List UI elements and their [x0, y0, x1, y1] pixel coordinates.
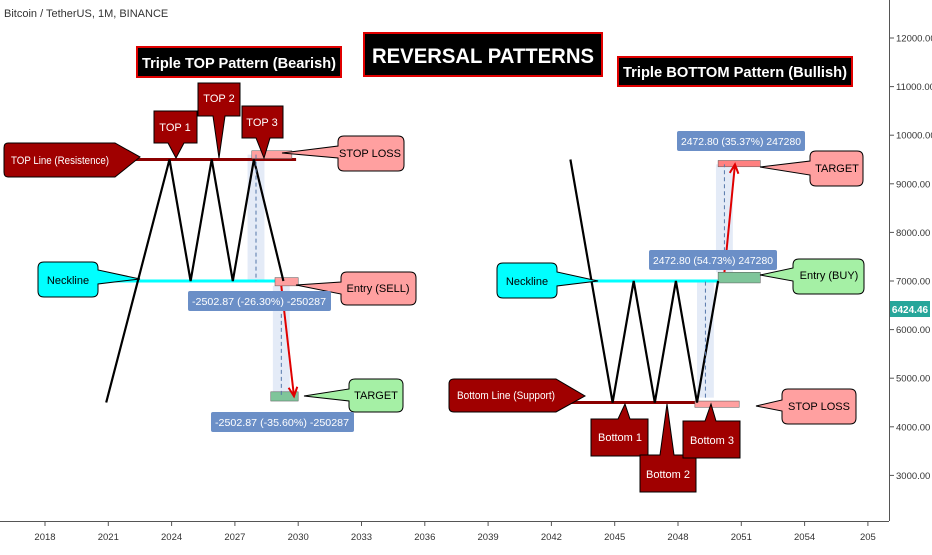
price-zone-1	[251, 150, 293, 159]
y-tick-label-8: 5000.00	[896, 374, 930, 385]
y-tick-label-1: 12000.00	[896, 34, 932, 45]
callout-entry-sell[interactable]: Entry (SELL)	[295, 271, 417, 306]
x-tick-label-2: 2021	[98, 532, 119, 543]
price-zone-3	[270, 391, 299, 402]
neckline-right-label: Neckline	[506, 276, 548, 288]
last-price-badge: 6424.46	[890, 301, 930, 317]
y-tick-label-5: 8000.00	[896, 228, 930, 239]
bottom2-label: Bottom 2	[646, 469, 690, 481]
x-tick-label-8: 2039	[478, 532, 499, 543]
top-pattern-title: Triple TOP Pattern (Bearish)	[136, 46, 342, 78]
x-tick-label-7: 2036	[414, 532, 435, 543]
neckline-left-label: Neckline	[47, 275, 89, 287]
callout-bottom3[interactable]: Bottom 3	[682, 402, 741, 459]
x-tick-label-3: 2024	[161, 532, 182, 543]
x-tick-label-9: 2042	[541, 532, 562, 543]
price-zone-4	[694, 400, 740, 408]
arrow-head-2	[728, 162, 740, 175]
measure-buy-2: 2472.80 (35.37%) 247280	[677, 131, 805, 151]
callout-top3[interactable]: TOP 3	[241, 105, 284, 160]
measure-shade-2	[272, 285, 290, 397]
y-tick-label-3: 10000.00	[896, 131, 932, 142]
bottom-pattern-title-text: Triple BOTTOM Pattern (Bullish)	[623, 64, 847, 81]
top-pattern-title-text: Triple TOP Pattern (Bearish)	[142, 55, 336, 72]
callout-bottom-line[interactable]: Bottom Line (Support)	[448, 378, 587, 413]
main-title: REVERSAL PATTERNS	[363, 32, 603, 77]
target-right-label: TARGET	[815, 163, 859, 175]
callout-entry-buy[interactable]: Entry (BUY)	[759, 258, 865, 295]
y-tick-label-9: 4000.00	[896, 422, 930, 433]
bottom1-label: Bottom 1	[598, 432, 642, 444]
callout-bottom1[interactable]: Bottom 1	[590, 402, 649, 457]
x-tick-label-10: 2045	[604, 532, 625, 543]
callout-top1[interactable]: TOP 1	[153, 110, 198, 160]
price-zone-5	[717, 272, 761, 284]
stop-loss-left-label: STOP LOSS	[339, 148, 401, 160]
x-tick-label-6: 2033	[351, 532, 372, 543]
top1-label: TOP 1	[159, 122, 190, 134]
callout-top-line[interactable]: TOP Line (Resistence)	[3, 142, 141, 178]
measure-buy-2-label: 2472.80 (35.37%) 247280	[681, 136, 801, 148]
y-tick-label-6: 7000.00	[896, 277, 930, 288]
entry-buy-label: Entry (BUY)	[800, 270, 859, 282]
x-tick-label-4: 2027	[224, 532, 245, 543]
bottom-pattern-title: Triple BOTTOM Pattern (Bullish)	[617, 56, 853, 87]
callout-top2[interactable]: TOP 2	[197, 82, 241, 159]
top-line-label: TOP Line (Resistence)	[11, 155, 109, 167]
measure-sell-1-label: -2502.87 (-26.30%) -250287	[192, 296, 326, 308]
callout-stop-loss-right[interactable]: STOP LOSS	[755, 388, 857, 425]
callout-target-left[interactable]: TARGET	[303, 378, 404, 413]
callout-neckline-left[interactable]: Neckline	[37, 261, 141, 298]
symbol-label: Bitcoin / TetherUS, 1M, BINANCE	[4, 8, 169, 20]
bottom-line-label: Bottom Line (Support)	[457, 390, 555, 402]
x-tick-label-5: 2030	[288, 532, 309, 543]
entry-sell-label: Entry (SELL)	[347, 283, 410, 295]
pattern-series-1	[105, 159, 285, 403]
y-tick-label-4: 9000.00	[896, 179, 930, 190]
callout-target-right[interactable]: TARGET	[759, 150, 864, 187]
price-zone-6	[717, 160, 761, 168]
price-zone-2	[274, 277, 299, 287]
measure-sell-2: -2502.87 (-35.60%) -250287	[211, 412, 354, 432]
y-tick-label-10: 3000.00	[896, 471, 930, 482]
y-tick-label-2: 11000.00	[896, 82, 932, 93]
target-left-label: TARGET	[354, 390, 398, 402]
stop-loss-right-label: STOP LOSS	[788, 401, 850, 413]
main-title-text: REVERSAL PATTERNS	[372, 45, 594, 68]
x-tick-label-11: 2048	[667, 532, 688, 543]
x-tick-label-12: 2051	[731, 532, 752, 543]
measure-buy-1-label: 2472.80 (54.73%) 247280	[653, 255, 773, 267]
pattern-series-2	[569, 159, 720, 403]
x-tick-label-13: 2054	[794, 532, 815, 543]
last-price-text: 6424.46	[892, 305, 929, 316]
bottom3-label: Bottom 3	[690, 435, 734, 447]
top2-label: TOP 2	[203, 93, 234, 105]
measure-sell-1: -2502.87 (-26.30%) -250287	[188, 291, 331, 311]
callout-stop-loss-left[interactable]: STOP LOSS	[281, 135, 405, 172]
top3-label: TOP 3	[246, 117, 277, 129]
x-tick-label-14: 205	[860, 532, 876, 543]
measure-buy-1: 2472.80 (54.73%) 247280	[649, 250, 777, 270]
y-tick-label-7: 6000.00	[896, 325, 930, 336]
x-tick-label-1: 2018	[34, 532, 55, 543]
arrow-head-1	[287, 386, 299, 399]
measure-sell-2-label: -2502.87 (-35.60%) -250287	[215, 417, 349, 429]
measure-shade-4	[715, 164, 733, 273]
callout-neckline-right[interactable]: Neckline	[496, 262, 599, 299]
